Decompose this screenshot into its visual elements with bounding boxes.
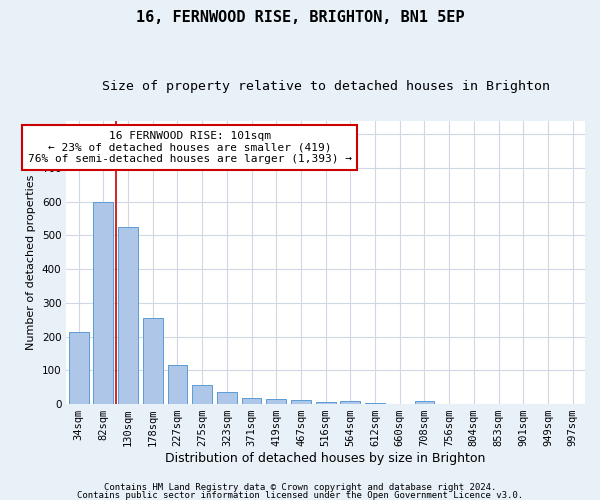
Text: Contains public sector information licensed under the Open Government Licence v3: Contains public sector information licen…	[77, 490, 523, 500]
Bar	[316, 402, 335, 404]
Bar	[415, 400, 434, 404]
Bar	[340, 402, 360, 404]
Bar	[242, 398, 262, 404]
Bar	[266, 398, 286, 404]
Y-axis label: Number of detached properties: Number of detached properties	[26, 174, 36, 350]
Title: Size of property relative to detached houses in Brighton: Size of property relative to detached ho…	[101, 80, 550, 93]
Bar	[167, 364, 187, 404]
Bar	[94, 202, 113, 404]
Text: 16 FERNWOOD RISE: 101sqm
← 23% of detached houses are smaller (419)
76% of semi-: 16 FERNWOOD RISE: 101sqm ← 23% of detach…	[28, 131, 352, 164]
Bar	[118, 227, 138, 404]
Bar	[192, 385, 212, 404]
Bar	[291, 400, 311, 404]
Bar	[69, 332, 89, 404]
Text: Contains HM Land Registry data © Crown copyright and database right 2024.: Contains HM Land Registry data © Crown c…	[104, 484, 496, 492]
X-axis label: Distribution of detached houses by size in Brighton: Distribution of detached houses by size …	[166, 452, 486, 465]
Bar	[217, 392, 237, 404]
Bar	[143, 318, 163, 404]
Text: 16, FERNWOOD RISE, BRIGHTON, BN1 5EP: 16, FERNWOOD RISE, BRIGHTON, BN1 5EP	[136, 10, 464, 25]
